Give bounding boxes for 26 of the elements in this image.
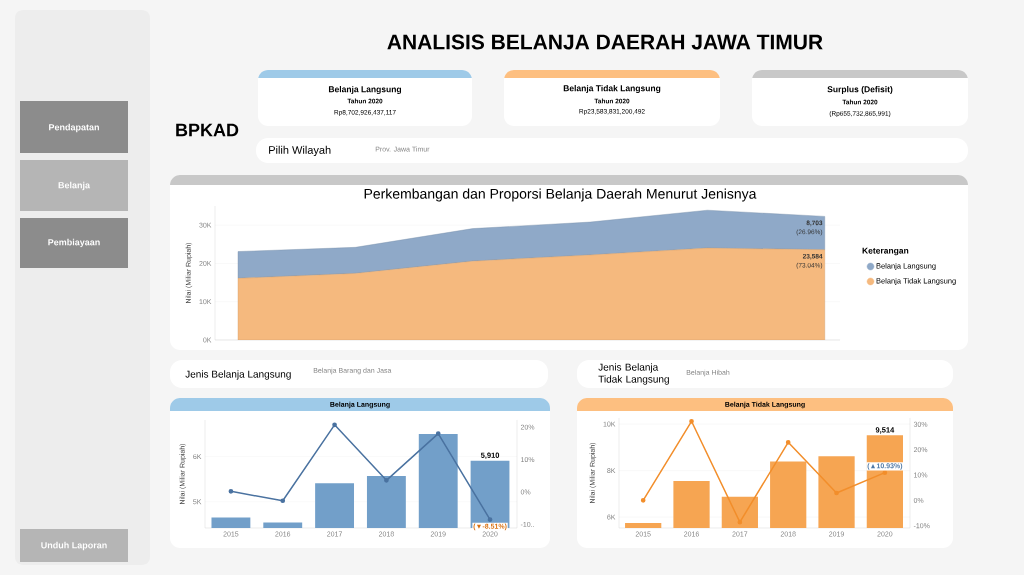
point xyxy=(332,422,337,428)
point xyxy=(640,498,646,503)
point xyxy=(228,489,234,494)
legend-title: Keterangan xyxy=(862,247,909,256)
point xyxy=(280,498,286,504)
text: BPKAD xyxy=(176,123,239,137)
text: Pembiayaan xyxy=(48,238,100,248)
text: Belanja Langsung xyxy=(328,86,402,94)
chart-title: Perkembangan dan Proporsi Belanja Daerah Menurut Jenisnya xyxy=(364,188,757,202)
point xyxy=(785,439,791,445)
text: Surplus (Defisit) xyxy=(827,86,893,94)
point xyxy=(384,477,389,483)
text: Jenis Belanja Langsung xyxy=(185,370,291,380)
point xyxy=(487,517,493,522)
point xyxy=(834,490,839,496)
text: Belanja xyxy=(58,181,91,191)
text: ANALISIS BELANJA DAERAH JAWA TIMUR xyxy=(387,34,823,50)
point xyxy=(882,470,888,476)
text: Belanja Tidak Langsung xyxy=(563,85,661,93)
text: Jenis Belanja Tidak Langsung xyxy=(598,363,669,385)
text: Unduh Laporan xyxy=(41,541,107,551)
point xyxy=(435,431,441,436)
point xyxy=(737,519,743,525)
point xyxy=(689,418,694,424)
text: Pilih Wilayah xyxy=(269,145,331,157)
text: Pendapatan xyxy=(49,123,99,133)
